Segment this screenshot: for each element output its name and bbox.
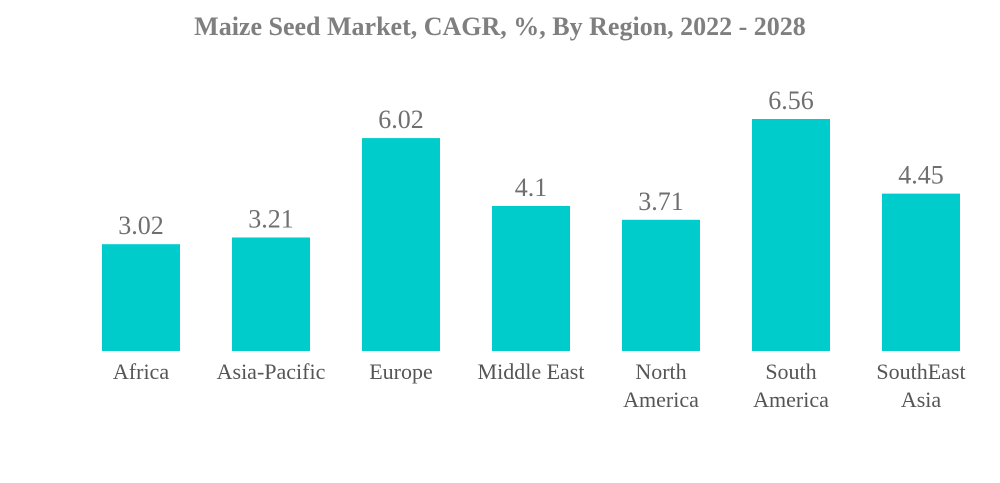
category-label-line: South: [765, 359, 816, 384]
category-label: South America: [753, 359, 829, 412]
category-label: Asia-Pacific: [217, 359, 326, 384]
value-label: 3.21: [248, 204, 294, 233]
category-label-line: America: [753, 387, 829, 412]
bar-middle-east: [492, 206, 570, 351]
value-label: 4.1: [515, 173, 548, 202]
category-label-line: North: [635, 359, 686, 384]
value-label: 4.45: [898, 161, 944, 190]
category-label-line: Asia-Pacific: [217, 359, 326, 384]
bar-south-america: [752, 119, 830, 351]
bar-africa: [102, 244, 180, 351]
value-label: 6.56: [768, 86, 814, 115]
category-label-line: Europe: [369, 359, 433, 384]
category-label: Africa: [113, 359, 169, 384]
category-label-line: Africa: [113, 359, 169, 384]
category-labels-group: Africa Asia-Pacific Europe Middle East North…: [113, 359, 966, 412]
value-label: 3.02: [118, 211, 164, 240]
bar-north-america: [622, 219, 700, 351]
category-label: Middle East: [478, 359, 585, 384]
category-label: SouthEast Asia: [876, 359, 965, 412]
value-labels-group: 3.02 3.21 6.02 4.1 3.71 6.56 4.45: [118, 86, 944, 240]
chart-title: Maize Seed Market, CAGR, %, By Region, 2…: [194, 12, 806, 41]
category-label: North America: [623, 359, 699, 412]
bars-group: [102, 119, 960, 351]
category-label-line: Middle East: [478, 359, 585, 384]
value-label: 6.02: [378, 105, 424, 134]
category-label-line: Asia: [901, 387, 942, 412]
category-label-line: SouthEast: [876, 359, 965, 384]
category-label: Europe: [369, 359, 433, 384]
bar-europe: [362, 138, 440, 351]
bar-asia-pacific: [232, 237, 310, 351]
value-label: 3.71: [638, 187, 684, 216]
bar-southeast-asia: [882, 193, 960, 351]
category-label-line: America: [623, 387, 699, 412]
